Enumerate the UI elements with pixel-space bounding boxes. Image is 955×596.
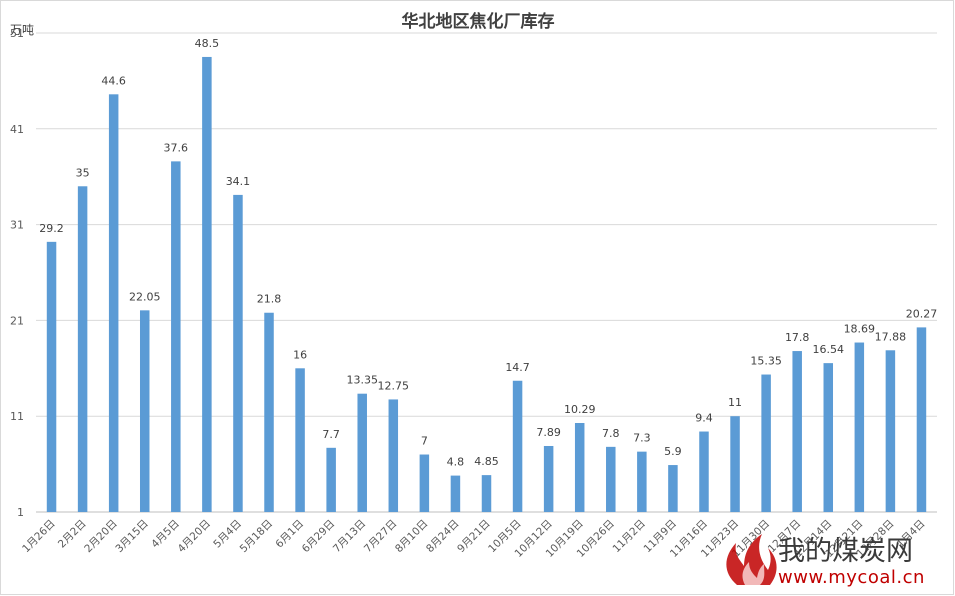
bar <box>637 451 647 512</box>
bar <box>77 186 88 512</box>
y-tick-label: 21 <box>10 314 24 327</box>
data-label: 4.85 <box>474 455 499 468</box>
bar <box>761 374 771 512</box>
data-label: 44.6 <box>101 74 126 87</box>
data-label: 34.1 <box>226 175 251 188</box>
bar <box>668 465 678 512</box>
data-label: 35 <box>76 166 90 179</box>
data-label: 7.7 <box>322 428 340 441</box>
data-label: 22.05 <box>129 290 161 303</box>
data-label: 18.69 <box>844 323 876 336</box>
bar <box>295 368 305 512</box>
bar <box>730 416 740 512</box>
data-label: 7 <box>421 435 428 448</box>
bar <box>823 363 834 512</box>
bar <box>264 312 274 512</box>
bar <box>419 454 430 512</box>
bar <box>512 380 523 512</box>
data-label: 14.7 <box>505 361 530 374</box>
bar <box>481 475 492 512</box>
bars <box>46 56 927 513</box>
watermark: 我的煤炭网 www.mycoal.cn <box>726 534 925 588</box>
gridlines <box>36 32 937 417</box>
y-tick-label: 31 <box>10 219 24 232</box>
y-tick-label: 1 <box>17 506 24 519</box>
chart-title: 华北地区焦化厂库存 <box>402 11 555 32</box>
data-label: 7.3 <box>633 432 651 445</box>
data-label: 9.4 <box>695 412 713 425</box>
bar <box>792 351 802 512</box>
data-label: 13.35 <box>346 374 378 387</box>
bar <box>854 342 865 512</box>
data-label: 21.8 <box>257 293 282 306</box>
y-unit-label: 万吨 <box>10 23 34 37</box>
data-label: 11 <box>728 396 742 409</box>
bar <box>202 56 212 512</box>
bar <box>326 447 336 512</box>
data-label: 5.9 <box>664 445 682 458</box>
data-label: 12.75 <box>378 379 410 392</box>
data-label: 16 <box>293 348 307 361</box>
bar <box>171 161 181 512</box>
bar <box>574 423 585 512</box>
data-label: 29.2 <box>39 222 64 235</box>
data-label: 48.5 <box>195 37 220 50</box>
bar <box>543 445 554 512</box>
data-label: 4.8 <box>447 456 465 469</box>
y-tick-label: 11 <box>10 410 24 423</box>
mycoal-flame-logo <box>726 534 777 585</box>
bar <box>699 431 709 512</box>
watermark-site-name: 我的煤炭网 <box>778 536 913 567</box>
bar <box>46 241 57 512</box>
bar <box>108 94 119 512</box>
data-label: 17.88 <box>875 330 907 343</box>
data-label: 7.8 <box>602 427 620 440</box>
data-label: 20.27 <box>906 307 938 320</box>
bar <box>885 350 896 512</box>
y-tick-label: 51 <box>10 27 24 40</box>
data-label: 15.35 <box>750 355 782 368</box>
data-label: 37.6 <box>164 141 189 154</box>
y-tick-label: 41 <box>10 123 24 136</box>
bar <box>233 194 243 513</box>
data-label: 16.54 <box>813 343 845 356</box>
bar <box>450 475 461 512</box>
watermark-url: www.mycoal.cn <box>778 567 925 588</box>
data-label: 7.89 <box>536 426 561 439</box>
data-labels: 29.2 35 44.6 22.05 37.6 48.5 34.1 21.8 16 7.7 13.3… <box>39 37 937 469</box>
bar <box>916 327 927 512</box>
bar <box>606 446 616 512</box>
bar <box>139 310 150 512</box>
data-label: 10.29 <box>564 403 596 416</box>
data-label: 17.8 <box>785 331 810 344</box>
bar <box>357 393 367 512</box>
bar <box>388 399 399 512</box>
